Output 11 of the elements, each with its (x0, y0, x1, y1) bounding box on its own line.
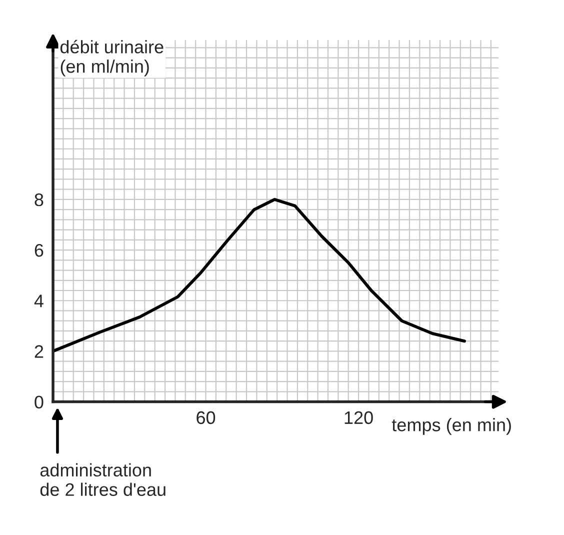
line-series (53, 198, 466, 353)
y-tick-label: 6 (34, 244, 44, 257)
y-tick-label: 2 (34, 345, 44, 358)
text: administration de 2 litres d'eau (40, 463, 166, 496)
x-tick-label: 60 (196, 411, 216, 424)
x-tick-label: 120 (344, 411, 373, 424)
x-axis-title: temps (en min) (392, 418, 511, 435)
y-tick-label: 4 (34, 294, 44, 308)
y-tick-label: 0 (34, 396, 44, 409)
y-tick-label: 8 (34, 193, 44, 206)
y-axis-title: débit urinaire (en ml/min) (60, 40, 164, 76)
